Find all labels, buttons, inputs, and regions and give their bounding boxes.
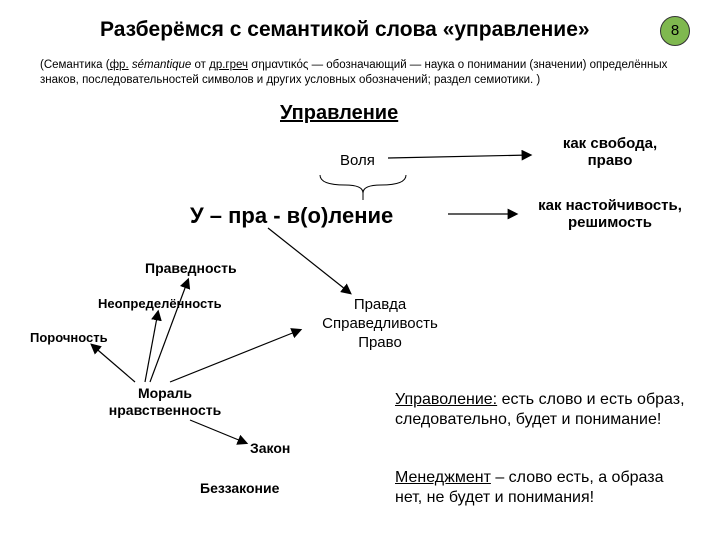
moral-l2: нравственность: [109, 402, 221, 418]
pravda-l1: Правда: [354, 296, 406, 313]
nastoich-label: как настойчивость, решимость: [520, 197, 700, 231]
main-word: Управление: [280, 102, 398, 125]
conclusion-management: Менеджмент – слово есть, а образа нет, н…: [395, 468, 685, 508]
svoboda-l2: право: [588, 152, 633, 169]
semantics-definition: (Семантика (фр. sémantique от др.греч ση…: [40, 58, 680, 88]
moral-l1: Мораль: [138, 385, 192, 401]
word-split: У – пра - в(о)ление: [190, 203, 393, 229]
def-prefix: (Семантика (: [40, 59, 110, 71]
conclusion-upravolenie: Управоление: есть слово и есть образ, сл…: [395, 390, 685, 430]
svoboda-label: как свобода, право: [540, 135, 680, 169]
moral-block: Мораль нравственность: [95, 385, 235, 419]
def-fr: фр.: [110, 59, 129, 71]
def-gr: др.греч: [209, 59, 248, 71]
pravednost-label: Праведность: [145, 260, 237, 276]
def-mid: от: [191, 59, 209, 71]
pravda-l2: Справедливость: [322, 315, 438, 332]
poroch-label: Порочность: [30, 330, 108, 345]
bezzakon-label: Беззаконие: [200, 480, 279, 496]
neopred-label: Неопределённость: [98, 296, 222, 311]
svoboda-l1: как свобода,: [563, 135, 657, 152]
page-number-badge: 8: [660, 16, 690, 46]
volya-label: Воля: [340, 152, 375, 169]
zakon-label: Закон: [250, 440, 290, 456]
slide-title: Разберёмся с семантикой слова «управлени…: [100, 18, 590, 42]
def-sem: sémantique: [129, 59, 192, 71]
pravda-l3: Право: [358, 334, 402, 351]
pravda-block: Правда Справедливость Право: [300, 296, 460, 352]
nastoich-l1: как настойчивость,: [538, 197, 682, 214]
nastoich-l2: решимость: [568, 214, 652, 231]
concl2-u: Менеджмент: [395, 469, 491, 486]
concl1-u: Управоление:: [395, 391, 497, 408]
